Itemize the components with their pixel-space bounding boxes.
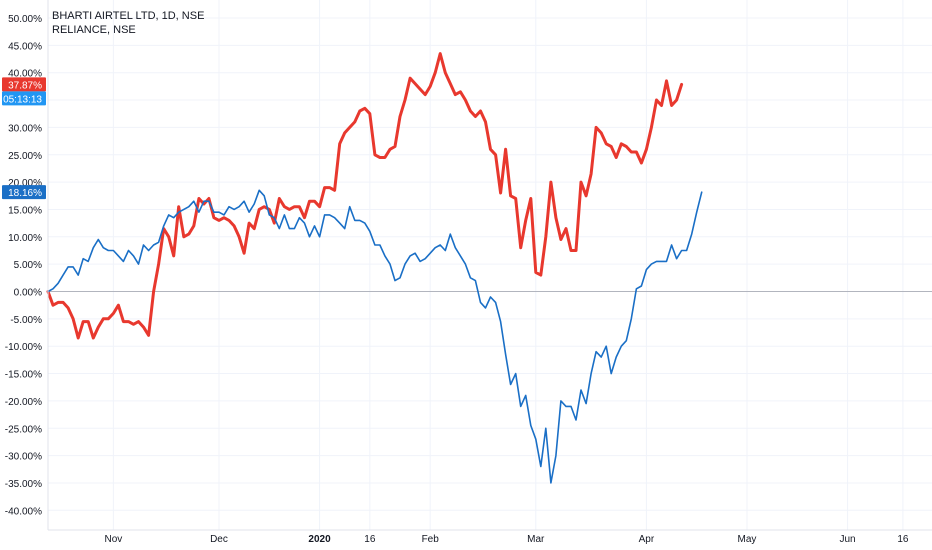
y-tick-label: 45.00% bbox=[8, 41, 42, 52]
y-tick-label: -40.00% bbox=[5, 506, 42, 517]
price-badges: 37.87% 05:13:13 18.16% bbox=[2, 77, 46, 200]
legend-compare-symbol[interactable]: RELIANCE, NSE bbox=[52, 24, 136, 36]
y-tick-label: 10.00% bbox=[8, 233, 42, 244]
y-tick-label: 50.00% bbox=[8, 14, 42, 25]
reliance-last-value-badge-bg bbox=[2, 185, 46, 200]
y-tick-label: -15.00% bbox=[5, 370, 42, 381]
x-tick-label: May bbox=[738, 534, 757, 545]
x-tick-label: Dec bbox=[210, 534, 228, 545]
grid-lines bbox=[48, 0, 932, 530]
bar-countdown-badge-bg bbox=[2, 91, 46, 106]
x-tick-label: 16 bbox=[897, 534, 909, 545]
y-tick-label: 15.00% bbox=[8, 205, 42, 216]
y-tick-label: 25.00% bbox=[8, 151, 42, 162]
bar-countdown-badge-text: 05:13:13 bbox=[3, 94, 42, 105]
x-axis: Nov Dec 2020 16 Feb Mar Apr May Jun 16 bbox=[48, 529, 932, 545]
x-tick-label: Mar bbox=[527, 534, 545, 545]
bharti-airtel-series bbox=[46, 52, 684, 340]
reliance-last-value-badge: 18.16% bbox=[2, 185, 46, 200]
y-tick-label: 30.00% bbox=[8, 123, 42, 134]
y-tick-label: -10.00% bbox=[5, 342, 42, 353]
x-tick-label: Jun bbox=[840, 534, 856, 545]
y-tick-label: -25.00% bbox=[5, 424, 42, 435]
y-tick-label: -35.00% bbox=[5, 479, 42, 490]
x-tick-label: Apr bbox=[639, 534, 655, 545]
y-tick-label: 5.00% bbox=[14, 260, 42, 271]
bar-countdown-badge: 05:13:13 bbox=[2, 91, 46, 106]
bharti-last-value-badge-text: 37.87% bbox=[8, 80, 42, 91]
chart-legend: BHARTI AIRTEL LTD, 1D, NSE RELIANCE, NSE bbox=[52, 9, 204, 37]
legend-main-symbol[interactable]: BHARTI AIRTEL LTD, 1D, NSE bbox=[52, 10, 205, 22]
y-tick-label: -5.00% bbox=[10, 315, 42, 326]
x-tick-label: 2020 bbox=[308, 534, 331, 545]
reliance-last-value-badge-text: 18.16% bbox=[8, 188, 42, 199]
x-tick-label: Feb bbox=[422, 534, 440, 545]
y-tick-label: 0.00% bbox=[14, 288, 42, 299]
bharti-last-value-badge-bg bbox=[2, 77, 46, 92]
reliance-series bbox=[47, 189, 703, 484]
bharti-last-value-badge: 37.87% bbox=[2, 77, 46, 92]
series-lines bbox=[46, 52, 703, 484]
x-tick-label: 16 bbox=[364, 534, 376, 545]
y-tick-label: 20.00% bbox=[8, 178, 42, 189]
y-tick-label: -30.00% bbox=[5, 452, 42, 463]
y-tick-label: 40.00% bbox=[8, 69, 42, 80]
y-tick-label: -20.00% bbox=[5, 397, 42, 408]
x-tick-label: Nov bbox=[104, 534, 122, 545]
